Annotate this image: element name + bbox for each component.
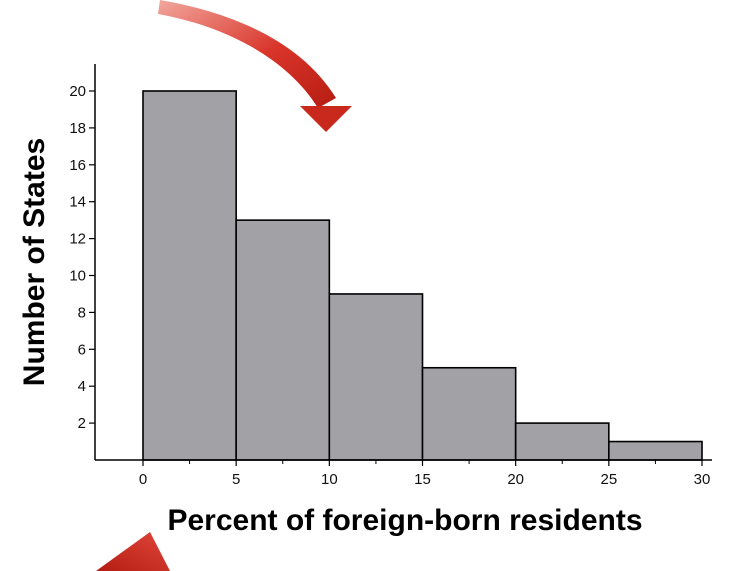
histogram-bar-0-5 — [142, 90, 237, 461]
y-tick-label: 2 — [78, 415, 86, 432]
bars-group — [142, 90, 703, 461]
x-tick-label: 20 — [507, 471, 524, 488]
x-tick-label: 30 — [694, 471, 711, 488]
y-tick-label: 16 — [69, 157, 86, 174]
bottom-red-arrow — [96, 532, 170, 571]
y-tick-label: 6 — [78, 341, 86, 358]
y-axis-title: Number of States — [18, 138, 51, 386]
y-tick-label: 10 — [69, 268, 86, 285]
x-tick-label: 10 — [321, 471, 338, 488]
x-tick-label: 15 — [414, 471, 431, 488]
y-tick-label: 20 — [69, 83, 86, 100]
x-tick-label: 0 — [139, 471, 147, 488]
x-tick-label: 25 — [600, 471, 617, 488]
y-tick-label: 14 — [69, 194, 86, 211]
y-tick-label: 4 — [78, 378, 86, 395]
histogram-bar-10-15 — [328, 293, 424, 461]
histogram-bar-20-25 — [514, 422, 610, 461]
y-tick-label: 8 — [78, 304, 86, 321]
x-ticks-group: 0 5 10 15 20 25 30 — [139, 460, 711, 488]
top-red-arrow — [158, 0, 352, 132]
histogram-bar-5-10 — [235, 219, 331, 461]
y-tick-label: 18 — [69, 120, 86, 137]
histogram-bar-25-30 — [608, 440, 703, 461]
x-axis-title: Percent of foreign-born residents — [167, 504, 642, 537]
histogram-bar-15-20 — [421, 366, 517, 461]
y-tick-label: 12 — [69, 231, 86, 248]
y-ticks-group: 2 4 6 8 10 12 14 16 18 20 — [69, 83, 95, 432]
x-tick-label: 5 — [232, 471, 240, 488]
